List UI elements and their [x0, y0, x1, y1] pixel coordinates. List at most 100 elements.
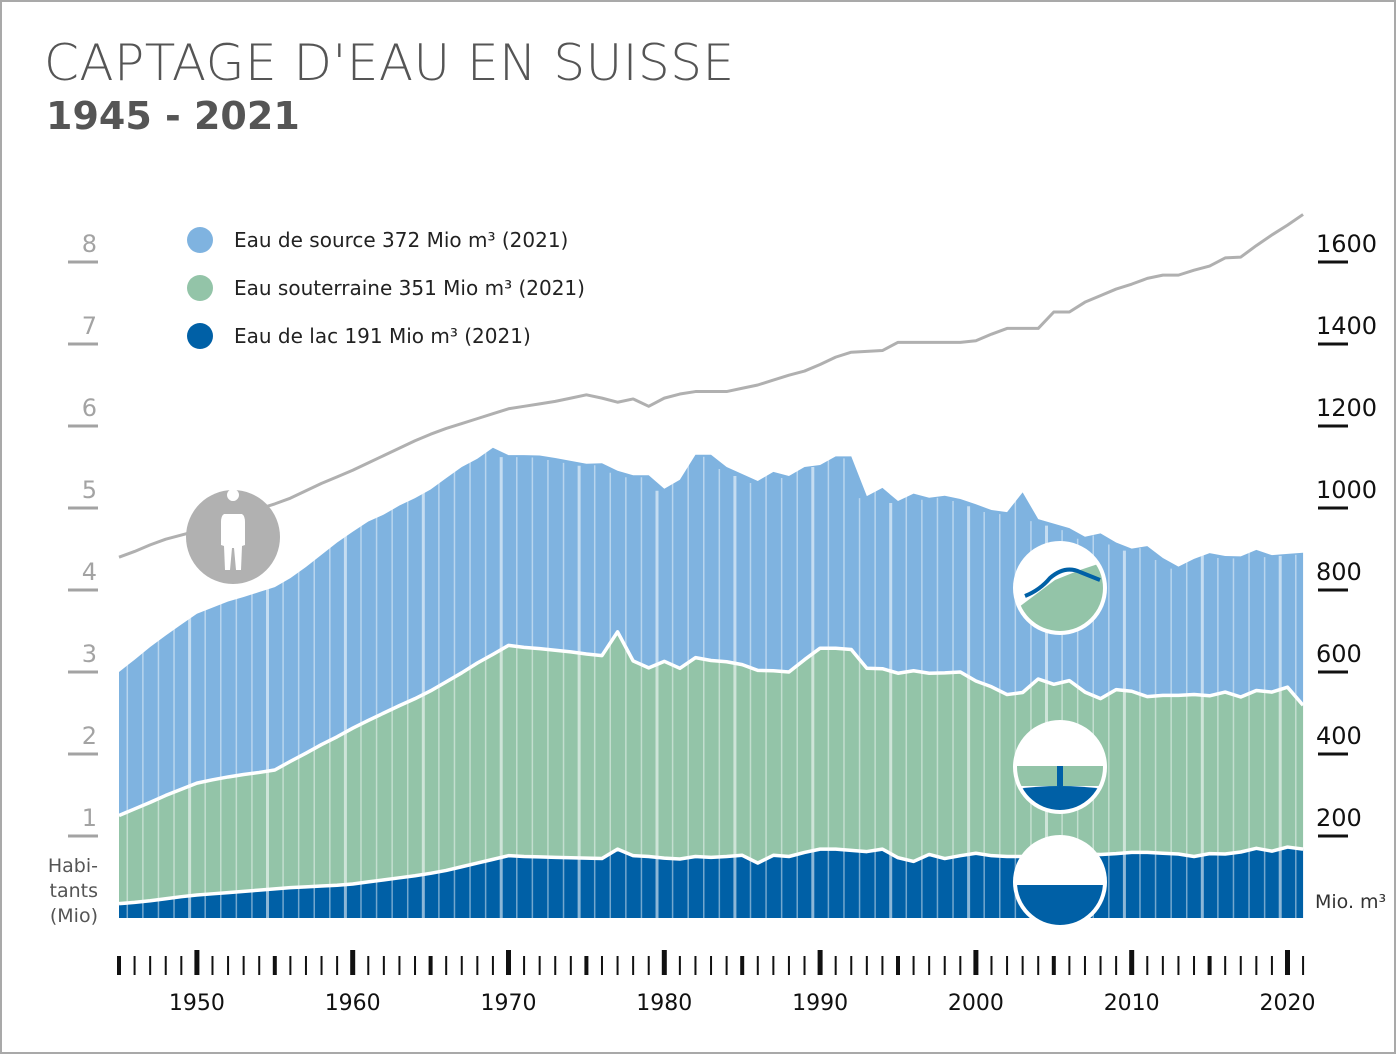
x-tick-label-2020: 2020 [1260, 991, 1316, 1016]
x-tick-2008 [1099, 956, 1102, 975]
legend-label-souterraine: Eau souterraine 351 Mio m³ (2021) [234, 276, 585, 300]
left-tick-label-5: 5 [82, 476, 97, 504]
x-tick-1976 [600, 956, 603, 975]
x-tick-2013 [1177, 956, 1180, 975]
x-tick-1981 [678, 956, 681, 975]
x-tick-2005 [1051, 956, 1056, 975]
x-tick-1993 [865, 956, 868, 975]
x-tick-1967 [460, 956, 463, 975]
left-tick-label-8: 8 [82, 230, 97, 258]
x-tick-1991 [834, 956, 837, 975]
x-tick-2021 [1302, 956, 1305, 975]
x-tick-1995 [896, 956, 900, 975]
area-eau-de-lac [119, 847, 1304, 918]
x-tick-1950 [194, 950, 200, 975]
x-tick-2016 [1224, 956, 1227, 975]
x-tick-label-1990: 1990 [792, 991, 848, 1016]
x-tick-label-1950: 1950 [169, 991, 225, 1016]
x-tick-1988 [787, 956, 790, 975]
x-tick-1948 [164, 956, 167, 975]
right-tick-label-600: 600 [1316, 640, 1362, 668]
x-tick-2009 [1115, 956, 1118, 975]
x-tick-1998 [943, 956, 946, 975]
x-tick-2011 [1146, 956, 1149, 975]
x-tick-1965 [428, 956, 433, 975]
x-tick-1977 [616, 956, 619, 975]
left-axis-label-line3: (Mio) [50, 905, 98, 927]
x-tick-1945 [117, 956, 121, 975]
x-tick-1953 [242, 956, 245, 975]
x-axis: 1950 1960 1970 1980 1990 2000 2010 2020 [117, 950, 1316, 1016]
x-tick-1957 [304, 956, 307, 975]
x-tick-2000 [973, 950, 979, 975]
x-tick-1996 [912, 956, 915, 975]
lake-icon [1013, 835, 1107, 929]
x-tick-1947 [149, 956, 152, 975]
x-tick-1984 [725, 956, 728, 975]
x-tick-2015 [1207, 956, 1212, 975]
year-dividers [126, 449, 1297, 918]
x-tick-label-2010: 2010 [1104, 991, 1160, 1016]
right-tick-label-400: 400 [1316, 722, 1362, 750]
x-tick-1970 [506, 950, 511, 975]
x-tick-1999 [959, 956, 962, 975]
x-tick-2012 [1161, 956, 1164, 975]
area-eau-de-source [119, 447, 1304, 816]
x-tick-1961 [367, 956, 370, 975]
x-tick-1969 [491, 956, 494, 975]
left-axis-label-line1: Habi- [48, 855, 98, 877]
x-tick-2001 [990, 956, 993, 975]
x-tick-2010 [1129, 950, 1135, 975]
left-tick-label-4: 4 [82, 558, 97, 586]
x-tick-1962 [382, 956, 385, 975]
right-axis-volume: 200 400 600 800 1000 1200 1400 1600 [1316, 230, 1377, 838]
x-tick-2019 [1270, 956, 1273, 975]
x-tick-1968 [476, 956, 479, 975]
x-tick-1975 [584, 956, 589, 975]
green-dot-icon [187, 275, 213, 301]
left-axis-population: 1 2 3 4 5 6 7 8 [68, 230, 98, 838]
x-tick-2007 [1083, 956, 1086, 975]
legend: Eau de source 372 Mio m³ (2021) Eau sout… [187, 227, 585, 349]
x-tick-2014 [1193, 956, 1196, 975]
x-tick-label-1960: 1960 [325, 991, 381, 1016]
x-tick-1997 [928, 956, 931, 975]
x-tick-1973 [554, 956, 557, 975]
x-tick-1986 [756, 956, 759, 975]
x-tick-1951 [211, 956, 214, 975]
left-tick-label-1: 1 [82, 804, 97, 832]
boundary-souterraine-source [118, 630, 1305, 818]
x-tick-1946 [133, 956, 136, 975]
x-tick-1956 [289, 956, 292, 975]
right-tick-label-200: 200 [1316, 804, 1362, 832]
x-tick-2004 [1037, 956, 1040, 975]
person-silhouette [221, 489, 245, 570]
layer-boundaries [118, 630, 1305, 906]
x-tick-1964 [414, 956, 417, 975]
x-tick-1974 [569, 956, 572, 975]
spring-source-icon [1013, 541, 1107, 635]
population-line [118, 213, 1304, 559]
x-tick-2017 [1239, 956, 1242, 975]
left-tick-label-3: 3 [82, 640, 97, 668]
x-tick-1978 [632, 956, 635, 975]
right-tick-label-1600: 1600 [1316, 230, 1377, 258]
x-tick-1960 [350, 950, 356, 975]
x-tick-label-1970: 1970 [481, 991, 537, 1016]
light-blue-dot-icon [187, 227, 213, 253]
x-tick-1952 [227, 956, 230, 975]
left-tick-label-2: 2 [82, 722, 97, 750]
x-tick-1949 [180, 956, 183, 975]
person-silhouette-icon [186, 489, 280, 584]
x-tick-label-1980: 1980 [636, 991, 692, 1016]
x-tick-1982 [694, 956, 697, 975]
left-axis-label-line2: tants [50, 880, 98, 902]
x-tick-1987 [772, 956, 775, 975]
groundwater-well-icon [1013, 720, 1107, 814]
left-tick-label-7: 7 [82, 312, 97, 340]
x-tick-1955 [272, 956, 277, 975]
x-tick-1994 [881, 956, 884, 975]
left-tick-label-6: 6 [82, 394, 97, 422]
